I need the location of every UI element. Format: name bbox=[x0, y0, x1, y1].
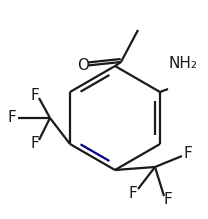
Text: NH₂: NH₂ bbox=[168, 55, 197, 71]
Text: F: F bbox=[31, 88, 39, 102]
Text: F: F bbox=[31, 136, 39, 150]
Text: O: O bbox=[77, 58, 89, 74]
Text: F: F bbox=[184, 145, 192, 161]
Text: F: F bbox=[8, 111, 16, 125]
Text: F: F bbox=[129, 185, 137, 201]
Text: F: F bbox=[164, 193, 172, 207]
